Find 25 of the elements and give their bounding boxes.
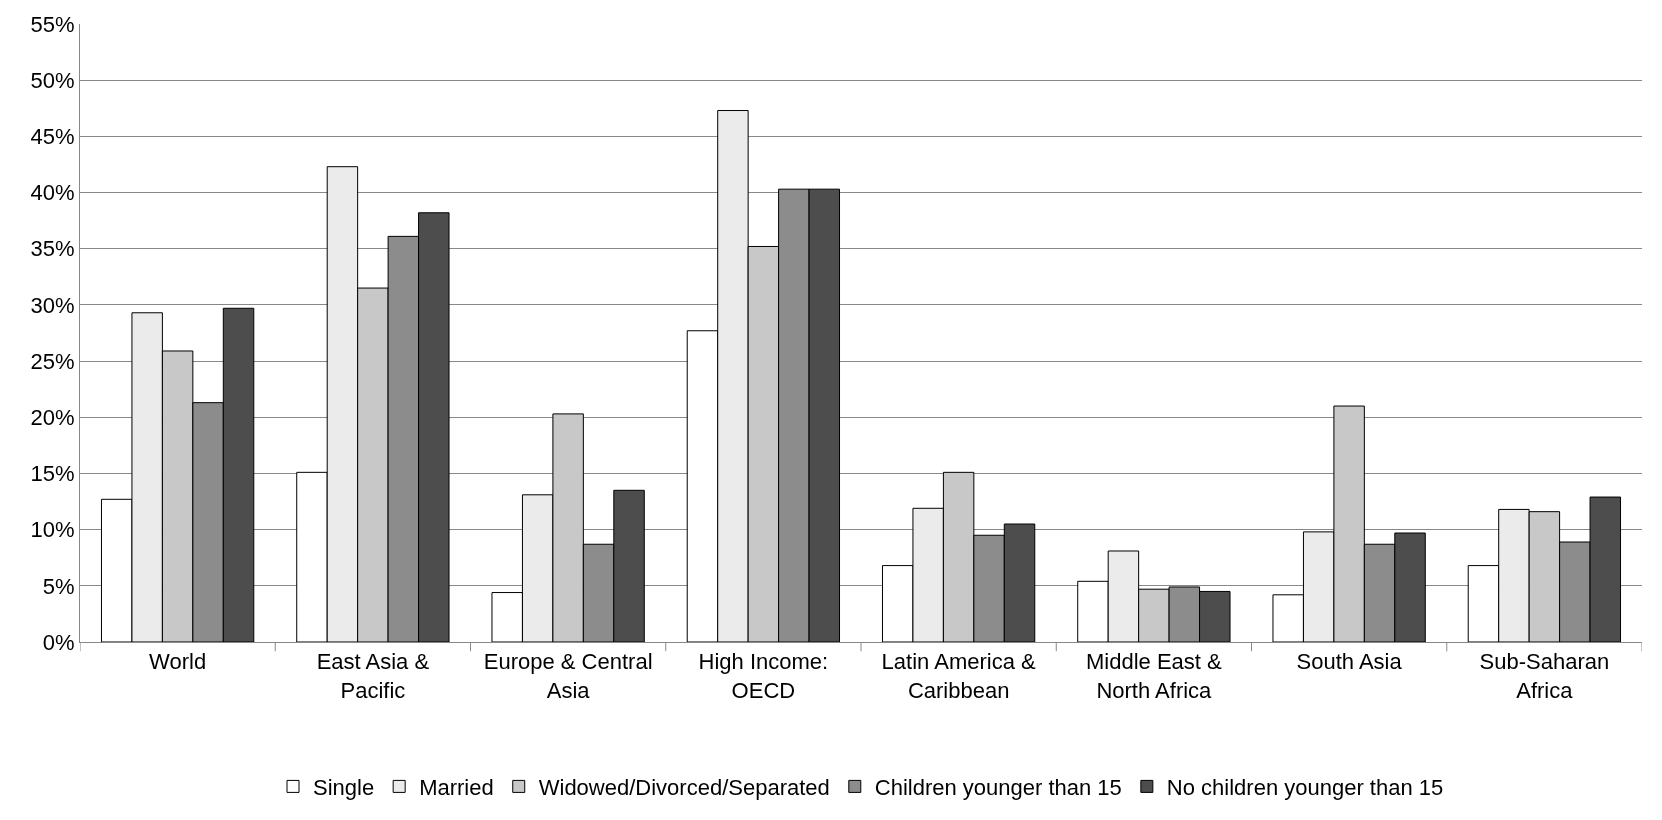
x-tick-label: Middle East & North Africa: [1086, 649, 1223, 703]
legend-label: Single: [313, 774, 375, 800]
legend-label: Widowed/Divorced/Separated: [538, 774, 830, 800]
legend-label: Married: [419, 774, 494, 800]
y-tick-label: 40%: [30, 180, 75, 206]
x-tick-label: World: [149, 649, 207, 675]
x-tick-label: High Income: OECD: [698, 649, 829, 703]
x-tick-label: Europe & Central Asia: [483, 649, 653, 703]
y-tick-label: 15%: [30, 461, 75, 487]
y-tick-label: 10%: [30, 517, 75, 543]
y-tick-label: 5%: [42, 573, 75, 599]
x-tick-label: East Asia & Pacific: [316, 649, 430, 703]
x-tick-label: Sub-Saharan Africa: [1479, 649, 1610, 703]
x-tick-label: South Asia: [1296, 649, 1403, 675]
y-tick-label: 45%: [30, 124, 75, 150]
y-tick-label: 55%: [30, 11, 75, 37]
y-tick-label: 0%: [42, 629, 75, 655]
legend-label: Children younger than 15: [874, 774, 1122, 800]
legend-label: No children younger than 15: [1166, 774, 1444, 800]
y-tick-label: 25%: [30, 348, 75, 374]
y-tick-label: 30%: [30, 292, 75, 318]
y-tick-label: 20%: [30, 404, 75, 430]
y-tick-label: 50%: [30, 67, 75, 93]
x-tick-label: Latin America & Caribbean: [881, 649, 1036, 703]
y-tick-label: 35%: [30, 236, 75, 262]
